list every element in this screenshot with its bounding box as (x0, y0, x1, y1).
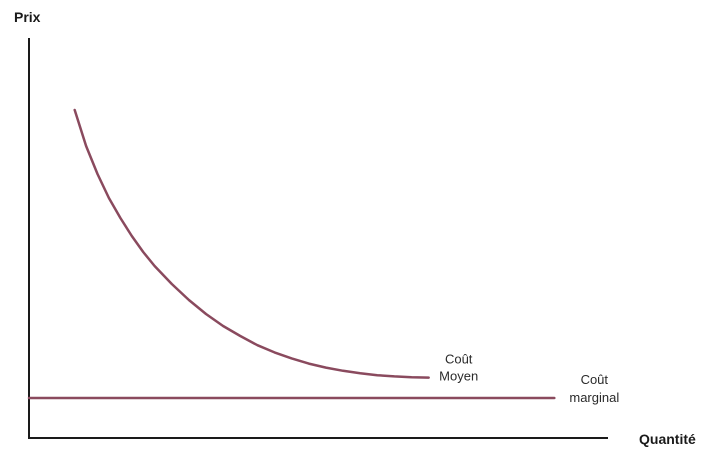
x-axis-title: Quantité (639, 431, 696, 447)
series-label-0-line-0: Coût (445, 352, 473, 367)
series-label-0-line-1: Moyen (439, 369, 478, 384)
series-layer: Coût Moyen Coût marginal (27, 108, 619, 405)
series-label-1-line-0: Coût (581, 372, 609, 387)
y-axis-title: Prix (14, 9, 41, 25)
series-line-0 (73, 108, 430, 379)
series-label-1-line-1: marginal (569, 390, 619, 405)
